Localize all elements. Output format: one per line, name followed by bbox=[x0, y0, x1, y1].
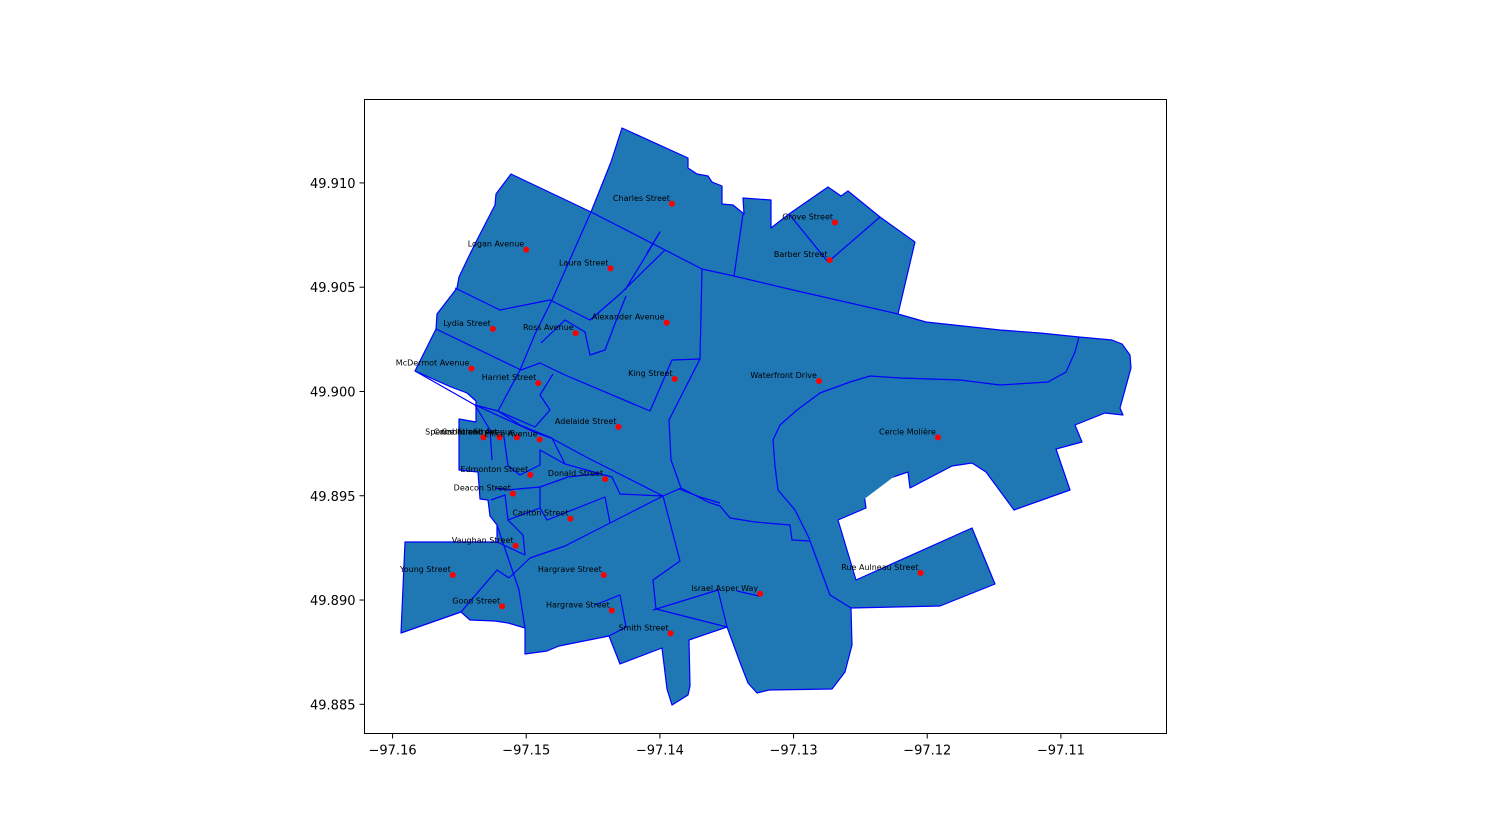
y-tick-label: 49.900 bbox=[310, 385, 356, 400]
street-point bbox=[499, 603, 506, 610]
street-label: Adelaide Street bbox=[555, 417, 617, 426]
street-point bbox=[468, 365, 475, 372]
street-label: Cumberland Avenue bbox=[434, 427, 515, 436]
street-label: Carlton Street bbox=[442, 427, 498, 436]
district-boundaries bbox=[414, 211, 899, 637]
river-bend bbox=[772, 336, 1080, 541]
street-label: Grove Street bbox=[782, 213, 833, 222]
street-point bbox=[607, 265, 614, 272]
street-label: Deacon Street bbox=[454, 484, 511, 493]
axes-frame bbox=[364, 99, 1167, 734]
street-label: Edmonton Street bbox=[460, 465, 528, 474]
street-point bbox=[489, 325, 496, 332]
x-tick-label: −97.14 bbox=[636, 744, 684, 759]
street-label: Charles Street bbox=[613, 194, 670, 203]
street-point bbox=[496, 434, 503, 441]
street-markers: Charles Street Grove Street Barber Street L… bbox=[396, 194, 941, 637]
street-point bbox=[513, 434, 520, 441]
street-point bbox=[826, 257, 833, 264]
x-tick-label: −97.12 bbox=[903, 744, 951, 759]
street-point bbox=[480, 434, 487, 441]
street-label: McDermot Avenue bbox=[396, 359, 470, 368]
y-tick-label: 49.905 bbox=[310, 281, 356, 296]
street-point bbox=[615, 423, 622, 430]
street-point bbox=[934, 434, 941, 441]
street-label: Hargrave Street bbox=[546, 600, 610, 609]
street-point bbox=[449, 572, 456, 578]
street-label: Young Street bbox=[399, 565, 451, 574]
x-tick-label: −97.15 bbox=[502, 744, 550, 759]
x-tick-label: −97.13 bbox=[770, 744, 818, 759]
street-point bbox=[608, 607, 615, 614]
street-point bbox=[917, 569, 924, 576]
y-tick-label: 49.910 bbox=[310, 177, 356, 192]
x-axis: −97.16 −97.15 −97.14 −97.13 −97.12 −97.11 bbox=[369, 733, 1085, 759]
street-label: Carlton Street bbox=[512, 509, 568, 518]
street-point bbox=[535, 380, 542, 387]
y-tick-label: 49.895 bbox=[310, 490, 356, 505]
street-label: Vaughan Street bbox=[452, 536, 514, 545]
street-label: Logan Avenue bbox=[468, 240, 525, 249]
street-point bbox=[523, 246, 530, 253]
street-label: Alexander Avenue bbox=[592, 313, 665, 322]
street-point bbox=[757, 590, 764, 597]
street-label: Spence Street bbox=[425, 427, 481, 436]
street-point bbox=[815, 378, 822, 385]
street-point bbox=[536, 436, 543, 443]
street-label: Smith Street bbox=[618, 623, 668, 632]
street-point bbox=[600, 572, 607, 578]
street-label: Rue Aulneau Street bbox=[841, 563, 918, 572]
street-label: Harriet Street bbox=[482, 373, 537, 382]
street-label: Waterfront Drive bbox=[750, 371, 817, 380]
street-point bbox=[667, 630, 674, 637]
street-label: Donald Street bbox=[548, 469, 603, 478]
street-point bbox=[663, 319, 670, 326]
street-point bbox=[602, 476, 609, 483]
street-point bbox=[527, 471, 534, 478]
street-label: Ellice Avenue bbox=[484, 429, 537, 438]
street-label: Cercle Molière bbox=[879, 426, 936, 436]
x-tick-label: −97.11 bbox=[1037, 744, 1085, 759]
street-label: Good Street bbox=[452, 596, 500, 605]
region-north bbox=[400, 127, 1132, 706]
street-point bbox=[512, 542, 519, 549]
y-tick-label: 49.885 bbox=[310, 698, 356, 713]
street-label: Ross Avenue bbox=[523, 323, 574, 332]
y-tick-label: 49.890 bbox=[310, 594, 356, 609]
street-label: King Street bbox=[628, 369, 672, 378]
street-point bbox=[832, 219, 839, 226]
street-label: Lydia Street bbox=[443, 319, 491, 328]
street-label: Laura Street bbox=[559, 258, 608, 267]
map-regions bbox=[400, 127, 1132, 706]
street-label: Barber Street bbox=[774, 250, 828, 259]
street-point bbox=[509, 490, 516, 497]
street-point bbox=[671, 375, 678, 382]
street-point bbox=[567, 515, 574, 522]
street-point bbox=[668, 200, 675, 207]
x-tick-label: −97.16 bbox=[369, 744, 417, 759]
y-axis: 49.885 49.890 49.895 49.900 49.905 49.910 bbox=[310, 177, 365, 713]
street-label: Hargrave Street bbox=[538, 565, 602, 574]
street-point bbox=[572, 330, 579, 337]
street-label: Israel Asper Way bbox=[691, 584, 758, 593]
